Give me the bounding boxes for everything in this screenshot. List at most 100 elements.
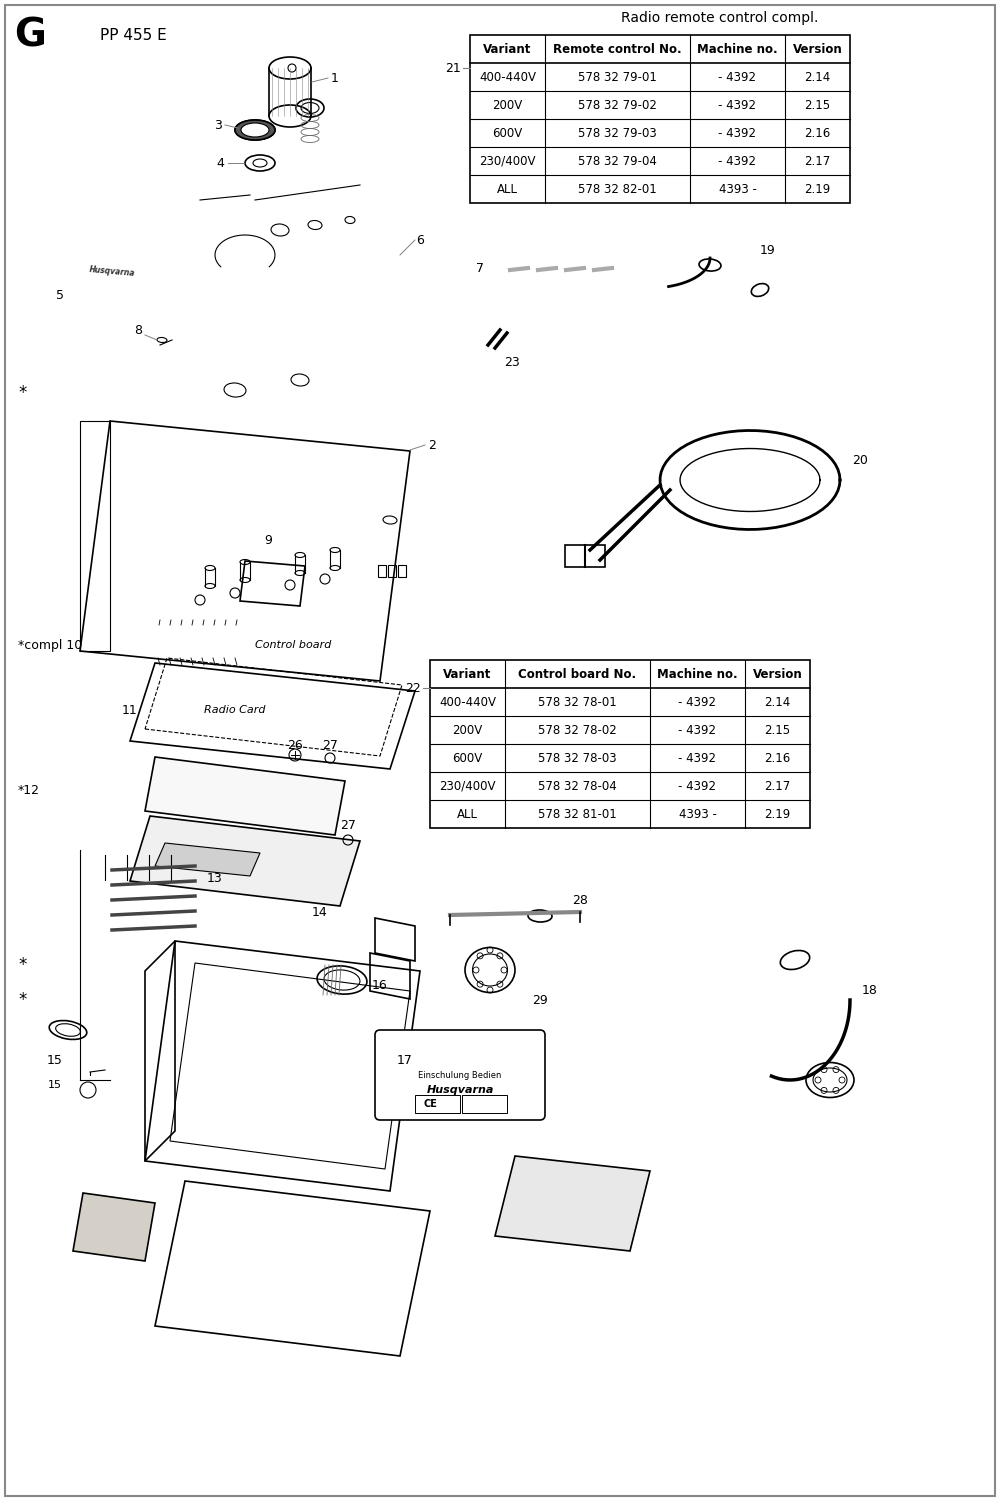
Polygon shape <box>155 844 260 877</box>
Text: - 4392: - 4392 <box>718 155 757 168</box>
Text: Variant: Variant <box>483 42 532 56</box>
Text: Radio remote control compl.: Radio remote control compl. <box>621 11 819 26</box>
Bar <box>470 35 850 203</box>
Text: 21: 21 <box>445 62 461 75</box>
Text: *: * <box>18 384 26 402</box>
Text: 7: 7 <box>476 261 484 275</box>
Text: Control board: Control board <box>255 639 331 650</box>
Polygon shape <box>73 1193 155 1261</box>
Text: 578 32 78-04: 578 32 78-04 <box>538 779 617 793</box>
Text: 2.17: 2.17 <box>764 779 791 793</box>
Text: 200V: 200V <box>492 99 523 111</box>
Text: 200V: 200V <box>452 723 483 737</box>
Text: 22: 22 <box>405 681 421 695</box>
Text: ALL: ALL <box>457 808 478 821</box>
Text: 4: 4 <box>216 156 224 170</box>
Text: 16: 16 <box>372 979 388 992</box>
Text: Husqvarna: Husqvarna <box>89 266 135 279</box>
Text: 600V: 600V <box>492 126 523 140</box>
Text: 2.14: 2.14 <box>764 695 791 708</box>
Text: 2.16: 2.16 <box>804 126 831 140</box>
Text: 29: 29 <box>532 994 548 1007</box>
Text: 4393 -: 4393 - <box>719 183 756 195</box>
Text: - 4392: - 4392 <box>718 126 757 140</box>
Text: 1: 1 <box>331 72 339 84</box>
Bar <box>388 564 396 576</box>
Text: Einschulung Bedien: Einschulung Bedien <box>418 1070 502 1079</box>
Text: Control board No.: Control board No. <box>518 668 637 680</box>
Text: Remote control No.: Remote control No. <box>553 42 682 56</box>
Text: 578 32 79-03: 578 32 79-03 <box>578 126 657 140</box>
Text: Version: Version <box>793 42 842 56</box>
Text: *compl 10: *compl 10 <box>18 638 82 651</box>
Text: - 4392: - 4392 <box>678 779 716 793</box>
Bar <box>378 564 386 576</box>
Text: 18: 18 <box>862 983 878 997</box>
Text: 578 32 79-04: 578 32 79-04 <box>578 155 657 168</box>
Text: - 4392: - 4392 <box>678 695 716 708</box>
Text: 5: 5 <box>56 288 64 302</box>
Text: 27: 27 <box>322 738 338 752</box>
Text: 2.15: 2.15 <box>804 99 831 111</box>
FancyBboxPatch shape <box>375 1030 545 1120</box>
Text: 3: 3 <box>214 119 222 132</box>
Text: 23: 23 <box>504 356 520 369</box>
Text: Machine no.: Machine no. <box>657 668 738 680</box>
Text: Variant: Variant <box>443 668 492 680</box>
Text: CE: CE <box>423 1099 437 1109</box>
Ellipse shape <box>241 123 269 137</box>
Text: - 4392: - 4392 <box>718 99 757 111</box>
Text: 2.16: 2.16 <box>764 752 791 764</box>
Text: 578 32 78-01: 578 32 78-01 <box>538 695 617 708</box>
Bar <box>565 545 605 567</box>
Text: 230/400V: 230/400V <box>479 155 536 168</box>
Text: Version: Version <box>753 668 802 680</box>
Text: 27: 27 <box>340 818 356 832</box>
Text: - 4392: - 4392 <box>678 723 716 737</box>
Text: 600V: 600V <box>452 752 483 764</box>
Text: 578 32 82-01: 578 32 82-01 <box>578 183 657 195</box>
Text: 578 32 81-01: 578 32 81-01 <box>538 808 617 821</box>
Text: 19: 19 <box>760 243 776 257</box>
Text: Husqvarna: Husqvarna <box>426 1085 494 1096</box>
Text: *12: *12 <box>18 784 40 797</box>
Bar <box>398 564 406 576</box>
Text: PP 455 E: PP 455 E <box>100 27 167 42</box>
Text: Radio Card: Radio Card <box>204 705 266 714</box>
Text: 6: 6 <box>416 234 424 246</box>
Text: 578 32 79-02: 578 32 79-02 <box>578 99 657 111</box>
Text: 230/400V: 230/400V <box>439 779 496 793</box>
Text: 2.19: 2.19 <box>764 808 791 821</box>
Text: 578 32 79-01: 578 32 79-01 <box>578 71 657 84</box>
Text: Machine no.: Machine no. <box>697 42 778 56</box>
Polygon shape <box>145 757 345 835</box>
Text: 15: 15 <box>48 1081 62 1090</box>
Text: ALL: ALL <box>497 183 518 195</box>
Text: *: * <box>18 956 26 974</box>
Text: 9: 9 <box>264 533 272 546</box>
Polygon shape <box>130 817 360 907</box>
Text: - 4392: - 4392 <box>718 71 757 84</box>
Text: 17: 17 <box>397 1054 413 1067</box>
Text: - 4392: - 4392 <box>678 752 716 764</box>
Text: 15: 15 <box>47 1054 63 1067</box>
Bar <box>462 1096 507 1114</box>
Text: *: * <box>18 991 26 1009</box>
Ellipse shape <box>241 123 269 137</box>
Text: 2: 2 <box>428 438 436 452</box>
Text: 20: 20 <box>852 453 868 467</box>
Bar <box>430 660 810 829</box>
Text: 2.14: 2.14 <box>804 71 831 84</box>
Ellipse shape <box>235 120 275 140</box>
Text: 11: 11 <box>122 704 138 716</box>
Bar <box>415 1096 460 1114</box>
Text: 2.15: 2.15 <box>764 723 791 737</box>
Text: 14: 14 <box>312 905 328 919</box>
Polygon shape <box>495 1156 650 1250</box>
Text: 28: 28 <box>572 893 588 907</box>
Text: 400-440V: 400-440V <box>439 695 496 708</box>
Text: 578 32 78-02: 578 32 78-02 <box>538 723 617 737</box>
Text: 2.19: 2.19 <box>804 183 831 195</box>
Text: G: G <box>14 17 46 54</box>
Text: 400-440V: 400-440V <box>479 71 536 84</box>
